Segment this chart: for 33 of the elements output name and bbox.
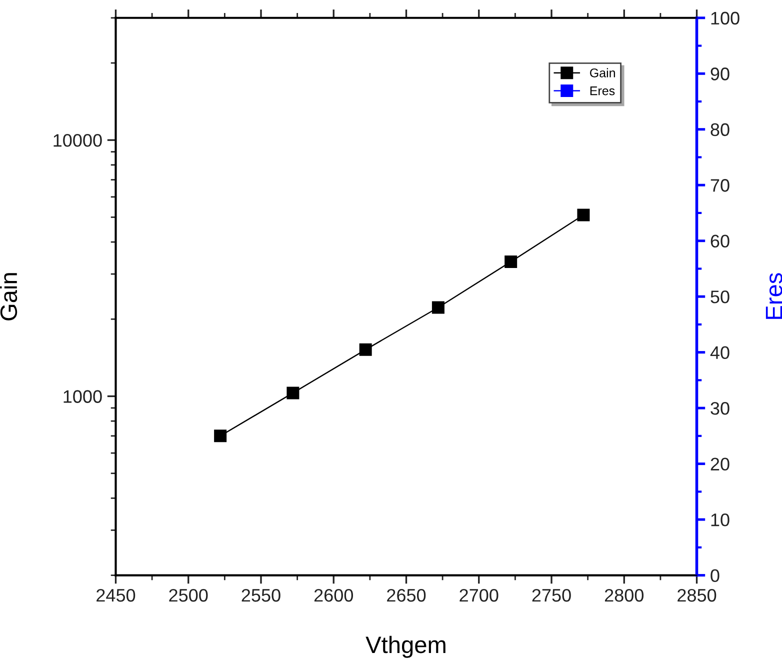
- y-tick-label: 10000: [54, 134, 102, 147]
- x-tick-label: 2750: [532, 588, 571, 602]
- x-tick-label: 2700: [460, 588, 498, 602]
- y2-tick-label: 50: [710, 290, 730, 304]
- x-tick-label: 2850: [678, 588, 716, 602]
- x-tick-label: 2600: [314, 588, 353, 602]
- legend-label: Eres: [590, 86, 615, 96]
- x-tick-label: 2500: [169, 588, 208, 602]
- y2-tick-label: 10: [711, 513, 730, 526]
- y2-tick-label: 20: [710, 458, 730, 471]
- y-axis-title: Gain: [0, 273, 18, 320]
- point: [432, 301, 444, 314]
- y-tick-label: 1000: [64, 390, 102, 403]
- point: [286, 386, 300, 400]
- y2-tick-label: 70: [710, 179, 730, 192]
- x-axis-title: Vthgem: [366, 636, 446, 658]
- y2-tick-label: 0: [710, 569, 720, 582]
- y2-tick-label: 40: [710, 346, 730, 360]
- y2-tick-label: 30: [710, 402, 730, 415]
- y2-tick-label: 100: [711, 12, 740, 25]
- y2-tick-label: 80: [710, 123, 730, 136]
- point: [359, 343, 372, 356]
- x-tick-label: 2450: [96, 588, 136, 602]
- y2-tick-label: 90: [710, 68, 730, 80]
- x-tick-label: 2650: [387, 588, 426, 602]
- point: [504, 255, 518, 268]
- legend-label: Gain: [590, 68, 615, 78]
- x-tick-label: 2800: [604, 588, 644, 602]
- y2-axis-title: Eres: [766, 273, 782, 319]
- y2-tick-label: 60: [710, 234, 730, 248]
- point: [577, 208, 590, 222]
- x-tick-label: 2550: [242, 588, 280, 602]
- point: [214, 430, 227, 442]
